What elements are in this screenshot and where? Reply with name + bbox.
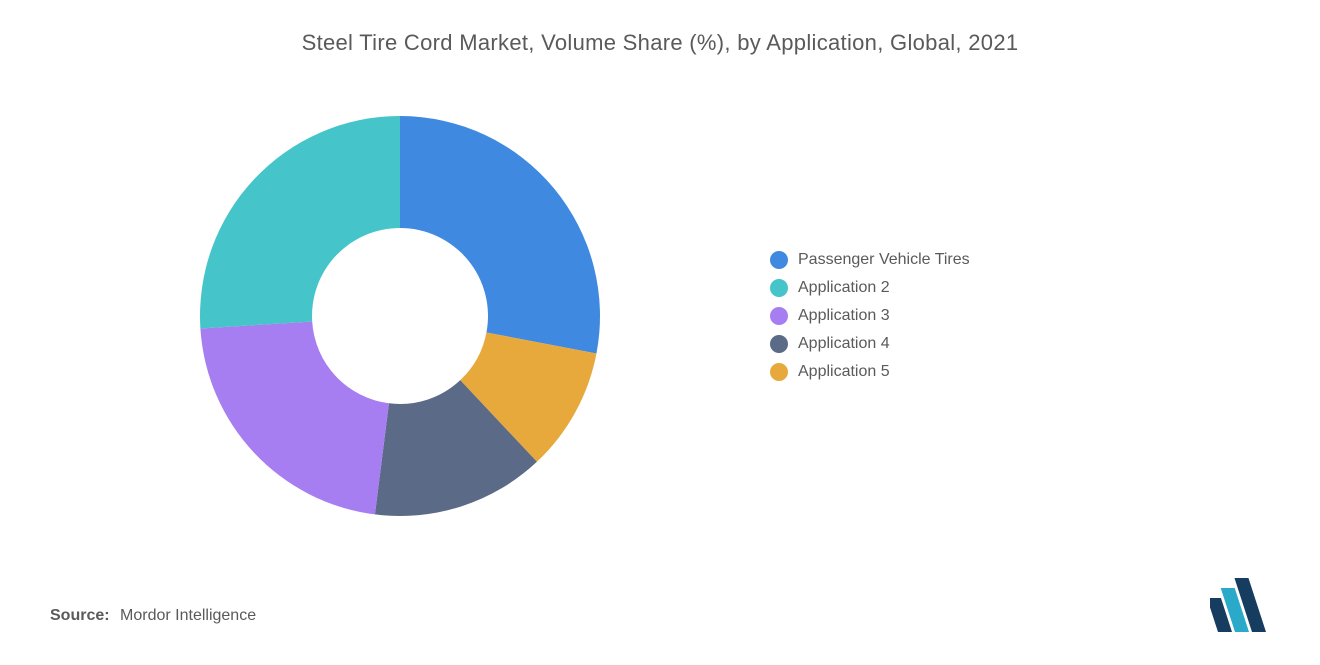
- legend-swatch-icon: [770, 251, 788, 269]
- legend-item: Application 3: [770, 307, 970, 325]
- source-label: Source:: [50, 607, 110, 624]
- donut-svg: [190, 106, 610, 526]
- legend-label: Application 2: [798, 279, 890, 297]
- chart-row: Passenger Vehicle Tires Application 2 Appl…: [50, 76, 1270, 556]
- legend-swatch-icon: [770, 363, 788, 381]
- legend-item: Passenger Vehicle Tires: [770, 251, 970, 269]
- legend-label: Application 3: [798, 307, 890, 325]
- legend: Passenger Vehicle Tires Application 2 Appl…: [770, 251, 970, 381]
- source-attribution: Source: Mordor Intelligence: [50, 607, 256, 625]
- brand-logo-icon: [1210, 577, 1280, 637]
- source-text: Mordor Intelligence: [120, 607, 256, 624]
- legend-label: Application 4: [798, 335, 890, 353]
- donut-slice: [200, 116, 400, 329]
- donut-slice: [200, 322, 389, 515]
- donut-slice: [400, 116, 600, 353]
- donut-chart: [120, 106, 680, 526]
- legend-label: Application 5: [798, 363, 890, 381]
- chart-container: Steel Tire Cord Market, Volume Share (%)…: [0, 0, 1320, 665]
- legend-item: Application 4: [770, 335, 970, 353]
- legend-item: Application 5: [770, 363, 970, 381]
- legend-label: Passenger Vehicle Tires: [798, 251, 970, 269]
- legend-swatch-icon: [770, 307, 788, 325]
- legend-swatch-icon: [770, 335, 788, 353]
- legend-swatch-icon: [770, 279, 788, 297]
- chart-title: Steel Tire Cord Market, Volume Share (%)…: [50, 30, 1270, 56]
- legend-item: Application 2: [770, 279, 970, 297]
